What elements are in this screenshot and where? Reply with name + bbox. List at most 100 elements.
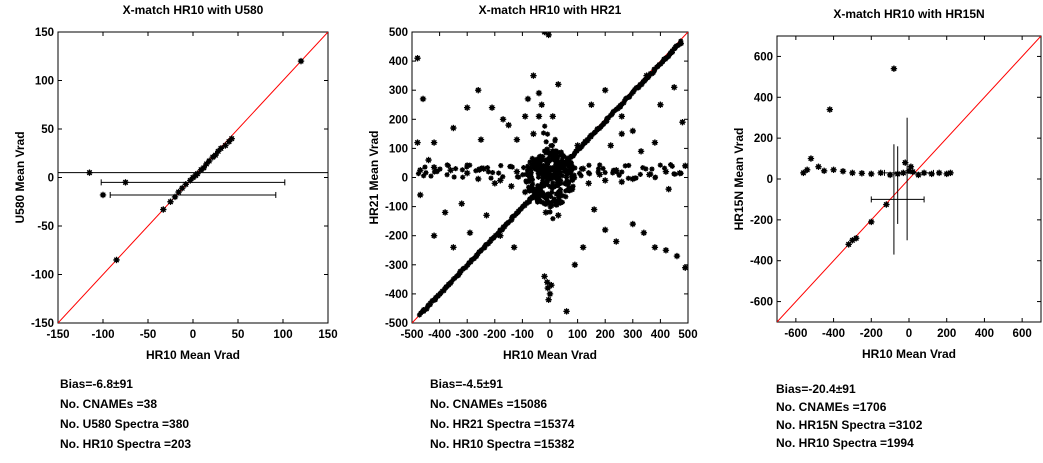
data-point (430, 139, 438, 146)
data-point (890, 65, 898, 72)
y-tick-label: -300 (385, 260, 408, 272)
data-point (555, 212, 562, 219)
data-point (466, 229, 474, 236)
band-point (490, 169, 496, 176)
data-point (99, 191, 107, 199)
data-point (815, 163, 822, 170)
data-point (585, 180, 592, 187)
band-point (542, 194, 548, 200)
data-point (676, 169, 683, 177)
x-tick-label: -600 (784, 328, 807, 340)
data-point (877, 169, 884, 177)
band-point (540, 130, 547, 136)
spectra-count-a: No. U580 Spectra =380 (60, 417, 190, 431)
data-point (122, 179, 129, 186)
data-point (651, 244, 659, 251)
band-point (563, 174, 570, 180)
data-point (588, 101, 595, 108)
data-point (915, 171, 922, 179)
band-point (545, 200, 552, 206)
band-point (540, 164, 546, 170)
data-point (546, 290, 554, 298)
data-point (902, 159, 909, 166)
data-point (535, 89, 543, 97)
bias-text: Bias=-6.8±91 (60, 377, 133, 391)
band-point (548, 172, 554, 178)
data-point (800, 169, 807, 177)
data-point (491, 180, 498, 187)
data-point (886, 171, 894, 179)
x-axis-label: HR10 Mean Vrad (146, 348, 240, 362)
band-point (437, 166, 443, 172)
y-tick-label: 600 (754, 51, 773, 63)
data-point (544, 156, 551, 164)
data-point (464, 169, 471, 177)
data-point (497, 177, 504, 184)
data-point (477, 136, 485, 143)
data-point (629, 127, 636, 135)
data-point (488, 104, 496, 111)
data-point (297, 57, 305, 65)
data-point (203, 160, 210, 168)
y-tick-label: 200 (754, 133, 773, 145)
band-point (556, 189, 562, 195)
data-point (845, 241, 852, 248)
cnames-count: No. CNAMEs =1706 (776, 400, 887, 414)
band-point (428, 173, 434, 179)
band-point (536, 161, 542, 168)
band-point (529, 181, 536, 187)
band-point (626, 162, 632, 169)
data-point (640, 229, 648, 236)
y-tick-label: 100 (35, 76, 54, 88)
band-point (527, 159, 533, 165)
data-point (853, 235, 860, 242)
data-point (568, 185, 576, 193)
data-point (480, 165, 487, 172)
data-point (868, 218, 875, 226)
band-point (543, 147, 549, 154)
data-point (637, 148, 645, 155)
band-point (678, 38, 684, 44)
data-point (579, 244, 587, 251)
data-point (613, 167, 620, 174)
cnames-count: No. CNAMEs =38 (60, 397, 158, 411)
data-point (665, 185, 672, 193)
band-point (496, 170, 502, 176)
data-point (618, 113, 625, 120)
data-point (499, 116, 507, 123)
data-point (524, 95, 532, 103)
y-axis-label: HR21 Mean Vrad (367, 130, 381, 224)
spectra-count-b: No. HR10 Spectra =15382 (430, 437, 575, 451)
plot-area (412, 32, 688, 323)
y-tick-label: 400 (754, 92, 773, 104)
band-point (586, 162, 592, 168)
data-point (430, 164, 438, 171)
data-point (883, 201, 890, 208)
band-point (586, 171, 593, 177)
x-tick-label: 400 (651, 329, 670, 341)
data-point (430, 232, 438, 239)
data-point (607, 142, 614, 149)
stats-panel-hr15n: Bias=-20.4±91 No. CNAMEs =1706 No. HR15N… (776, 383, 922, 455)
band-point (555, 182, 561, 189)
stats-panel-u580: Bias=-6.8±91 No. CNAMEs =38 No. U580 Spe… (60, 378, 191, 458)
plot-area (777, 36, 1041, 322)
band-point (546, 164, 552, 170)
plot-area (58, 32, 328, 323)
bias-text: Bias=-20.4±91 (776, 382, 856, 396)
x-tick-label: 0 (906, 328, 912, 340)
data-point (545, 32, 552, 39)
band-point (554, 169, 560, 175)
data-point (505, 121, 512, 129)
x-tick-label: 100 (273, 329, 292, 341)
data-point (542, 209, 550, 216)
x-tick-label: -200 (860, 328, 883, 340)
x-tick-label: -400 (822, 328, 845, 340)
band-point (423, 170, 429, 176)
y-tick-label: -150 (31, 318, 54, 330)
band-point (555, 193, 561, 199)
data-point (417, 167, 424, 174)
y-tick-label: -400 (750, 256, 773, 268)
band-point (578, 173, 584, 179)
